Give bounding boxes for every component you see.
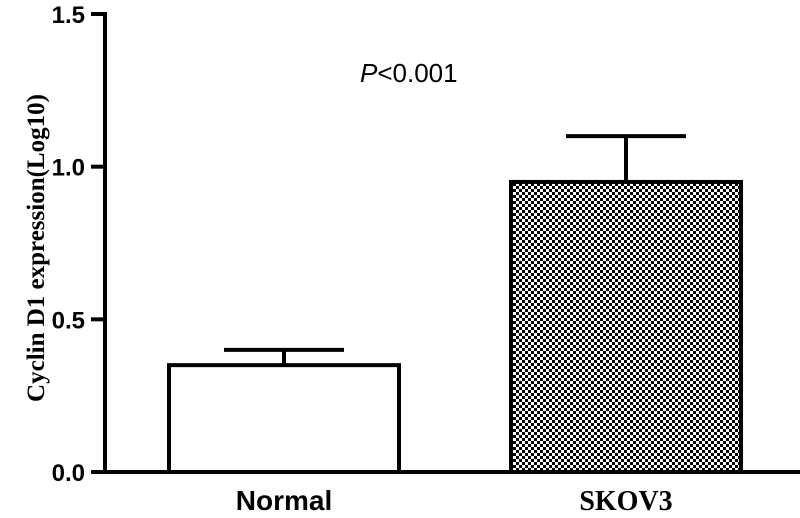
- error-bars: [224, 134, 686, 366]
- y-tick-label: 1.5: [52, 2, 85, 29]
- bars: [167, 179, 743, 475]
- y-ticks: 0.0 0.5 1.0 1.5: [52, 2, 105, 487]
- x-tick-labels: Normal SKOV3: [236, 485, 673, 517]
- y-axis-label: Cyclin D1 expression(Log10): [23, 94, 50, 402]
- x-tick-label: Normal: [236, 485, 332, 516]
- y-tick-label: 0.0: [52, 460, 85, 487]
- p-value-annotation: P<0.001: [360, 58, 458, 88]
- y-tick-label: 1.0: [52, 155, 85, 182]
- x-tick-label: SKOV3: [579, 486, 672, 517]
- bar-normal: [167, 363, 401, 474]
- bar-skov3: [509, 179, 743, 475]
- y-tick-label: 0.5: [52, 307, 85, 334]
